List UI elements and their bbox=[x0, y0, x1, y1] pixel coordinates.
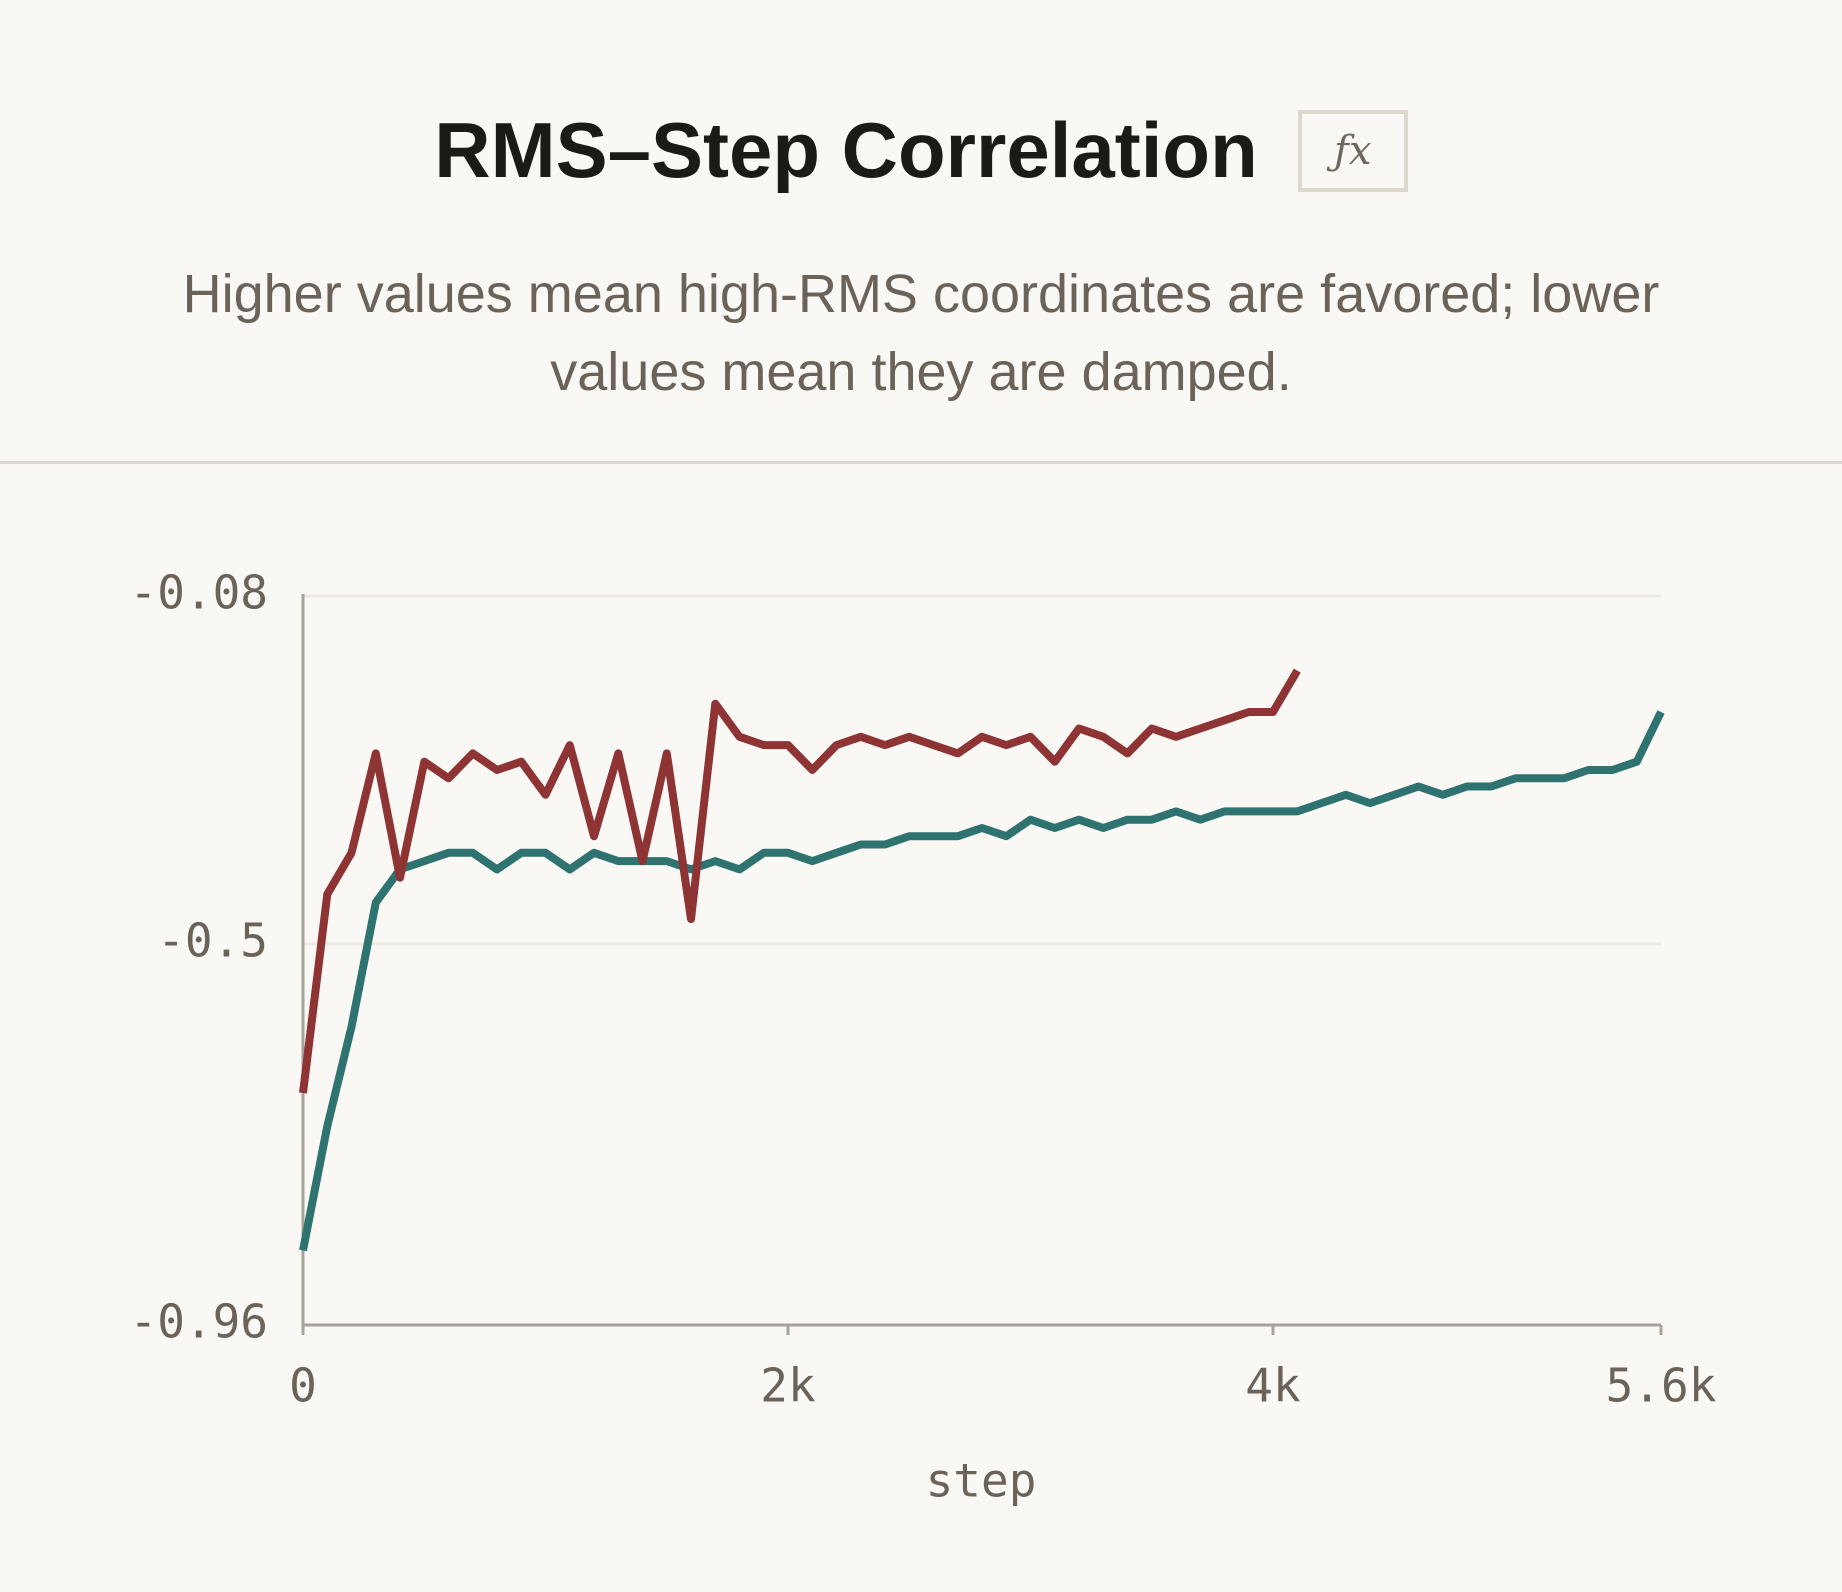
x-tick-label: 2k bbox=[760, 1359, 815, 1413]
chart-title: RMS–Step Correlation bbox=[434, 106, 1258, 194]
y-tick-label: -0.96 bbox=[130, 1295, 268, 1349]
line-series bbox=[299, 710, 1665, 1252]
formula-button[interactable]: ƒx bbox=[1297, 109, 1408, 192]
y-tick-label: -0.08 bbox=[130, 566, 268, 620]
title-row: RMS–Step Correlation ƒx bbox=[0, 105, 1842, 196]
x-tick-label: 0 bbox=[289, 1359, 317, 1413]
line-series bbox=[299, 668, 1301, 1094]
x-tick-label: 4k bbox=[1245, 1359, 1300, 1413]
x-axis-label: step bbox=[926, 1454, 1037, 1508]
chart-subtitle: Higher values mean high-RMS coordinates … bbox=[182, 264, 1660, 402]
x-tick-label: 5.6k bbox=[1606, 1359, 1717, 1413]
y-tick-label: -0.5 bbox=[157, 913, 268, 967]
header: RMS–Step Correlation ƒx Higher values mea… bbox=[0, 0, 1842, 464]
